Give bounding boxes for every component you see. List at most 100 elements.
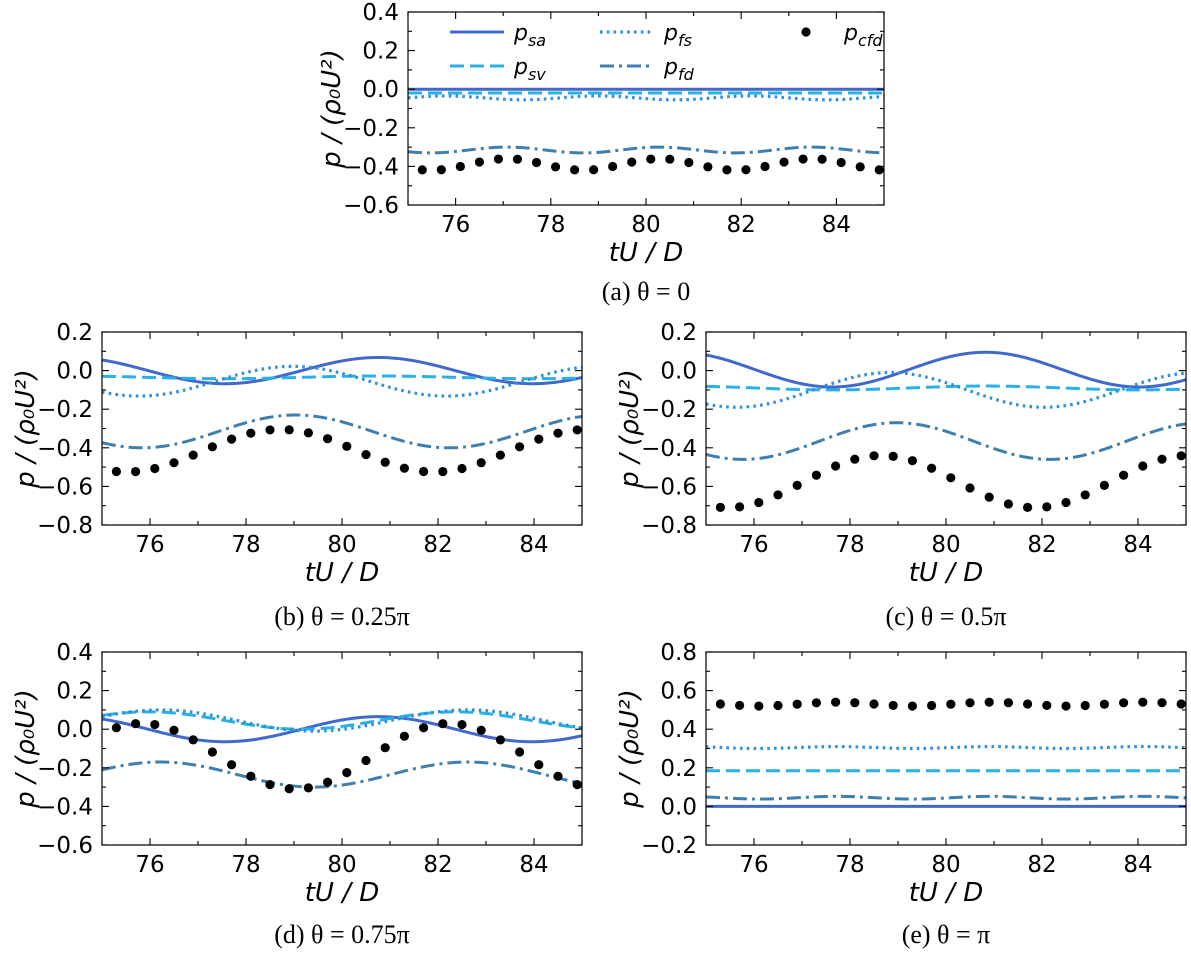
x-axis-title: tU / D xyxy=(909,878,984,908)
marker-p_cfd xyxy=(169,458,179,468)
marker-p_cfd xyxy=(493,154,504,164)
series-p_sv xyxy=(102,374,582,381)
marker-p_cfd xyxy=(342,767,352,778)
marker-p_cfd xyxy=(227,434,237,444)
marker-p_cfd xyxy=(150,719,160,730)
series-p_cfd xyxy=(715,451,1186,512)
chart-panel-a: 76 78 80 82 84 −0.6 −0.4 −0.2 0.0 0.2 0.4 tU / D p /… xyxy=(317,0,885,306)
marker-p_cfd xyxy=(1023,699,1033,709)
marker-p_cfd xyxy=(1061,497,1071,508)
marker-p_cfd xyxy=(927,700,937,711)
y-tick-label: −0.6 xyxy=(37,833,93,859)
y-tick-label: 0.0 xyxy=(660,359,697,385)
marker-p_cfd xyxy=(831,697,841,707)
legend-label: pcfd xyxy=(843,21,883,50)
marker-p_cfd xyxy=(1138,697,1148,707)
marker-p_cfd xyxy=(553,771,563,781)
series-p_fd xyxy=(706,421,1186,461)
x-tick-label: 82 xyxy=(727,212,756,238)
marker-p_cfd xyxy=(773,490,783,500)
marker-p_cfd xyxy=(735,502,745,512)
marker-p_cfd xyxy=(476,725,486,735)
y-tick-label: −0.8 xyxy=(37,513,93,539)
chart-panel-d: 76 78 80 82 84 −0.6 −0.4 −0.2 0.0 0.2 0.4 tU / D p /… xyxy=(11,640,583,949)
marker-p_cfd xyxy=(779,157,789,167)
y-tick-label: 0.0 xyxy=(56,359,93,385)
marker-p_cfd xyxy=(888,451,898,461)
y-tick-label: 0.6 xyxy=(660,679,697,705)
marker-p_cfd xyxy=(361,755,371,766)
y-tick-label: −0.8 xyxy=(641,513,697,539)
marker-p_cfd xyxy=(869,451,879,461)
marker-p_cfd xyxy=(1119,698,1129,708)
y-tick-label: 0.2 xyxy=(660,320,697,346)
x-tick-label: 82 xyxy=(1027,852,1056,878)
marker-p_cfd xyxy=(512,154,523,164)
marker-p_cfd xyxy=(735,700,745,711)
series-p_fs xyxy=(706,370,1186,409)
y-tick-label: −0.6 xyxy=(37,474,93,500)
chart-panel-e: 76 78 80 82 84 −0.2 0.0 0.2 0.4 0.6 0.8 tU / D p / (… xyxy=(615,640,1187,949)
marker-p_cfd xyxy=(1003,698,1014,708)
y-axis-title: p / (ρ₀U²) xyxy=(615,689,645,808)
legend-label: pfs xyxy=(663,21,692,50)
marker-p_cfd xyxy=(419,723,429,733)
marker-p_cfd xyxy=(207,747,217,757)
series-p_fs xyxy=(408,94,884,102)
marker-p_cfd xyxy=(227,760,237,770)
legend-swatch xyxy=(801,27,811,37)
marker-p_cfd xyxy=(131,719,141,729)
plot-area-b xyxy=(102,355,582,477)
marker-p_cfd xyxy=(265,425,275,435)
marker-p_cfd xyxy=(1176,451,1186,461)
y-tick-label: −0.6 xyxy=(641,474,697,500)
y-tick-label: −0.4 xyxy=(641,436,697,462)
marker-p_cfd xyxy=(284,784,294,794)
y-tick-label: −0.2 xyxy=(37,397,93,423)
marker-p_cfd xyxy=(207,442,217,452)
series-p_cfd xyxy=(111,719,582,794)
y-tick-label: 0.2 xyxy=(56,679,93,705)
y-tick-label: 0.0 xyxy=(660,794,697,820)
marker-p_cfd xyxy=(553,428,563,438)
series-p_fd xyxy=(102,413,582,450)
series-p_sa xyxy=(706,350,1186,389)
series-p_sv xyxy=(706,384,1186,392)
axes-frame xyxy=(407,11,885,206)
marker-p_cfd xyxy=(965,698,975,708)
marker-p_cfd xyxy=(572,425,582,435)
y-tick-label: 0.2 xyxy=(56,320,93,346)
x-tick-label: 78 xyxy=(231,532,260,558)
x-tick-label: 76 xyxy=(739,852,768,878)
plot-area-a xyxy=(408,87,884,175)
marker-p_cfd xyxy=(907,456,918,466)
marker-p_cfd xyxy=(1042,700,1052,711)
y-axis-title: p / (ρ₀U²) xyxy=(11,689,41,808)
y-tick-label: −0.2 xyxy=(641,833,697,859)
x-tick-label: 76 xyxy=(135,852,164,878)
y-tick-label: 0.0 xyxy=(362,77,399,103)
plot-area-e xyxy=(706,697,1186,808)
series-p_cfd xyxy=(417,154,884,175)
y-tick-label: 0.8 xyxy=(660,640,697,666)
marker-p_cfd xyxy=(684,157,694,168)
series-p_fd xyxy=(706,794,1186,801)
marker-p_cfd xyxy=(811,470,822,480)
marker-p_cfd xyxy=(150,463,160,474)
marker-p_cfd xyxy=(836,157,846,168)
marker-p_cfd xyxy=(888,700,898,711)
marker-p_cfd xyxy=(946,699,956,709)
marker-p_cfd xyxy=(457,463,467,474)
x-tick-label: 78 xyxy=(835,532,864,558)
marker-p_cfd xyxy=(342,441,352,451)
legend-item-p_cfd: pcfd xyxy=(801,21,883,50)
marker-p_cfd xyxy=(111,723,121,733)
x-tick-label: 84 xyxy=(1123,852,1152,878)
marker-p_cfd xyxy=(855,162,865,172)
series-p_cfd xyxy=(715,697,1186,711)
marker-p_cfd xyxy=(665,154,675,164)
marker-p_cfd xyxy=(1099,480,1109,490)
marker-p_cfd xyxy=(303,783,313,793)
marker-p_cfd xyxy=(703,162,713,172)
marker-p_cfd xyxy=(1003,499,1014,509)
